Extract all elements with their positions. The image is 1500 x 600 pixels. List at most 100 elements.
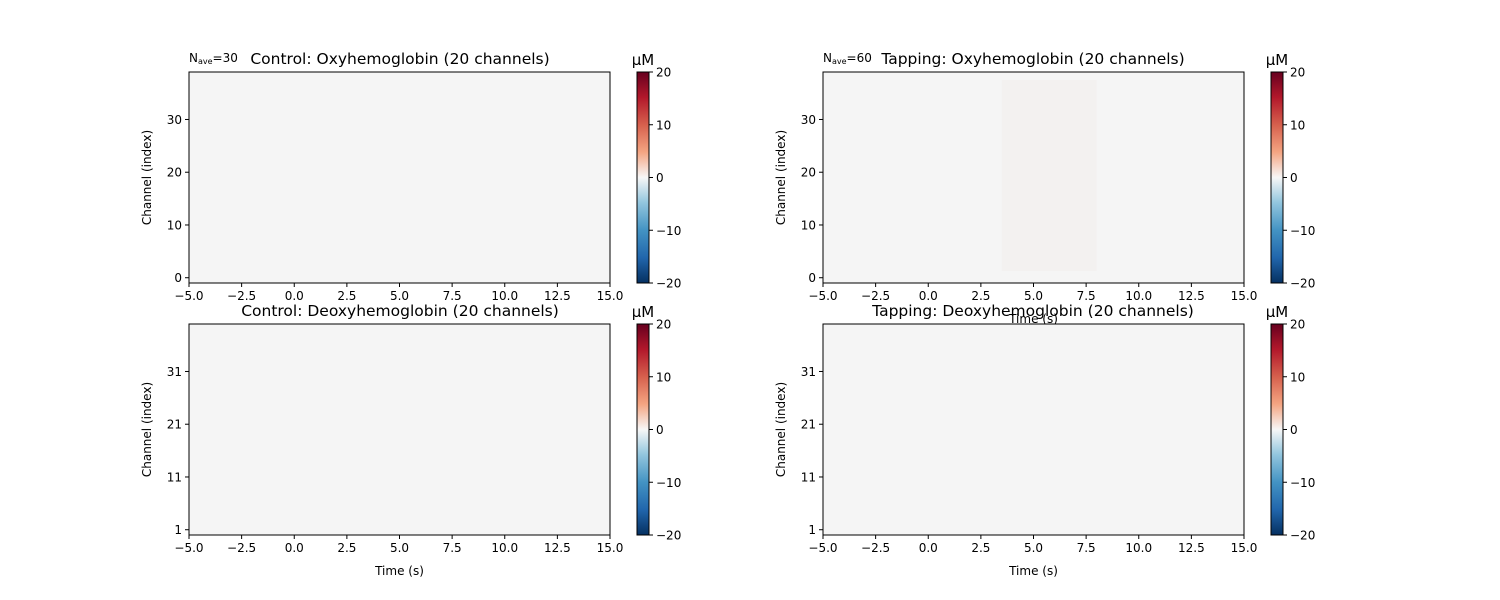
x-tick-label: 2.5 (971, 289, 990, 303)
colorbar-unit-label: μM (1266, 303, 1289, 321)
panel-title: Tapping: Oxyhemoglobin (20 channels) (880, 50, 1184, 68)
x-tick-label: −2.5 (227, 541, 256, 555)
colorbar-tick-label: 10 (1290, 370, 1305, 384)
colorbar (1271, 72, 1283, 283)
x-tick-label: 0.0 (285, 541, 304, 555)
heatmap-panel-4: −5.0 −2.5 0.0 2.5 5.0 7.5 10.0 12.5 15.01112131C… (774, 302, 1315, 578)
x-tick-label: 2.5 (337, 541, 356, 555)
x-tick-label: −5.0 (808, 541, 837, 555)
x-tick-label: 7.5 (1077, 541, 1096, 555)
activation-patch (1001, 80, 1097, 271)
colorbar (1271, 324, 1283, 535)
x-tick-label: 5.0 (390, 541, 409, 555)
colorbar-tick-label: −10 (1290, 476, 1315, 490)
colorbar (637, 72, 649, 283)
y-tick-label: 11 (167, 470, 182, 484)
x-tick-label: 5.0 (390, 289, 409, 303)
x-tick-label: 12.5 (1178, 289, 1205, 303)
colorbar-unit-label: μM (1266, 51, 1289, 69)
x-tick-label: −5.0 (808, 289, 837, 303)
panel-title: Tapping: Deoxyhemoglobin (20 channels) (871, 302, 1194, 320)
x-tick-label: −2.5 (227, 289, 256, 303)
x-tick-label: 2.5 (971, 541, 990, 555)
x-axis-label: Time (s) (1008, 564, 1058, 578)
colorbar-tick-label: 20 (1290, 66, 1305, 80)
heatmap-panel-2: −5.0 −2.5 0.0 2.5 5.0 7.5 10.0 12.5 15.0 0 10 20 30 C… (774, 50, 1315, 326)
x-tick-label: −2.5 (861, 541, 890, 555)
heatmap-panel-1: −5.0 −2.5 0.0 2.5 5.0 7.5 10.0 12.5 15.0 0 10 20 30 C… (140, 50, 681, 303)
y-axis-label: Channel (index) (774, 130, 788, 225)
colorbar-tick-label: −10 (1290, 224, 1315, 238)
y-tick-label: 20 (167, 166, 182, 180)
y-tick-label: 31 (167, 365, 182, 379)
colorbar (637, 324, 649, 535)
y-tick-label: 10 (801, 218, 816, 232)
x-tick-label: 15.0 (597, 289, 624, 303)
x-tick-label: 10.0 (491, 541, 518, 555)
colorbar-tick-label: −20 (656, 529, 681, 543)
colorbar-tick-label: −20 (656, 277, 681, 291)
colorbar-tick-label: 0 (1290, 171, 1298, 185)
colorbar-tick-label: 10 (656, 370, 671, 384)
x-axis-label: Time (s) (1008, 312, 1058, 326)
x-tick-label: −5.0 (174, 289, 203, 303)
x-tick-label: 10.0 (1125, 289, 1152, 303)
y-tick-label: 11 (801, 470, 816, 484)
y-tick-label: 31 (801, 365, 816, 379)
y-axis-label: Channel (index) (774, 382, 788, 477)
colorbar-tick-label: 20 (656, 318, 671, 332)
nave-annotation: Nave=30 (189, 51, 238, 66)
panel-title: Control: Oxyhemoglobin (20 channels) (250, 50, 549, 68)
x-tick-label: 10.0 (491, 289, 518, 303)
x-tick-label: 5.0 (1024, 541, 1043, 555)
x-tick-label: −2.5 (861, 289, 890, 303)
y-tick-label: 21 (167, 418, 182, 432)
colorbar-tick-label: −10 (656, 476, 681, 490)
colorbar-tick-label: 20 (1290, 318, 1305, 332)
colorbar-tick-label: 10 (1290, 118, 1305, 132)
colorbar-tick-label: 0 (656, 171, 664, 185)
y-tick-label: 20 (801, 166, 816, 180)
colorbar-tick-label: 10 (656, 118, 671, 132)
y-axis-label: Channel (index) (140, 130, 154, 225)
x-tick-label: 12.5 (544, 541, 571, 555)
colorbar-tick-label: −20 (1290, 277, 1315, 291)
colorbar-tick-label: 0 (656, 423, 664, 437)
y-tick-label: 0 (174, 271, 182, 285)
x-tick-label: 15.0 (597, 541, 624, 555)
x-tick-label: 7.5 (443, 289, 462, 303)
heatmap-image (189, 324, 610, 535)
y-tick-label: 30 (167, 113, 182, 127)
x-tick-label: 10.0 (1125, 541, 1152, 555)
colorbar-unit-label: μM (632, 51, 655, 69)
x-tick-label: −5.0 (174, 541, 203, 555)
heatmap-image (823, 324, 1244, 535)
x-tick-label: 7.5 (443, 541, 462, 555)
colorbar-unit-label: μM (632, 303, 655, 321)
y-tick-label: 1 (174, 523, 182, 537)
x-tick-label: 15.0 (1231, 289, 1258, 303)
colorbar-tick-label: 0 (1290, 423, 1298, 437)
y-tick-label: 1 (808, 523, 816, 537)
x-tick-label: 7.5 (1077, 289, 1096, 303)
colorbar-tick-label: −10 (656, 224, 681, 238)
x-tick-label: 5.0 (1024, 289, 1043, 303)
colorbar-tick-label: −20 (1290, 529, 1315, 543)
x-tick-label: 12.5 (544, 289, 571, 303)
panel-title: Control: Deoxyhemoglobin (20 channels) (241, 302, 559, 320)
y-tick-label: 30 (801, 113, 816, 127)
nave-annotation: Nave=60 (823, 51, 872, 66)
x-tick-label: 0.0 (919, 289, 938, 303)
x-axis-label: Time (s) (374, 564, 424, 578)
x-tick-label: 0.0 (285, 289, 304, 303)
x-tick-label: 15.0 (1231, 541, 1258, 555)
x-tick-label: 2.5 (337, 289, 356, 303)
y-tick-label: 0 (808, 271, 816, 285)
heatmap-image (189, 72, 610, 283)
x-tick-label: 12.5 (1178, 541, 1205, 555)
y-axis-label: Channel (index) (140, 382, 154, 477)
colorbar-tick-label: 20 (656, 66, 671, 80)
x-tick-label: 0.0 (919, 541, 938, 555)
y-tick-label: 10 (167, 218, 182, 232)
